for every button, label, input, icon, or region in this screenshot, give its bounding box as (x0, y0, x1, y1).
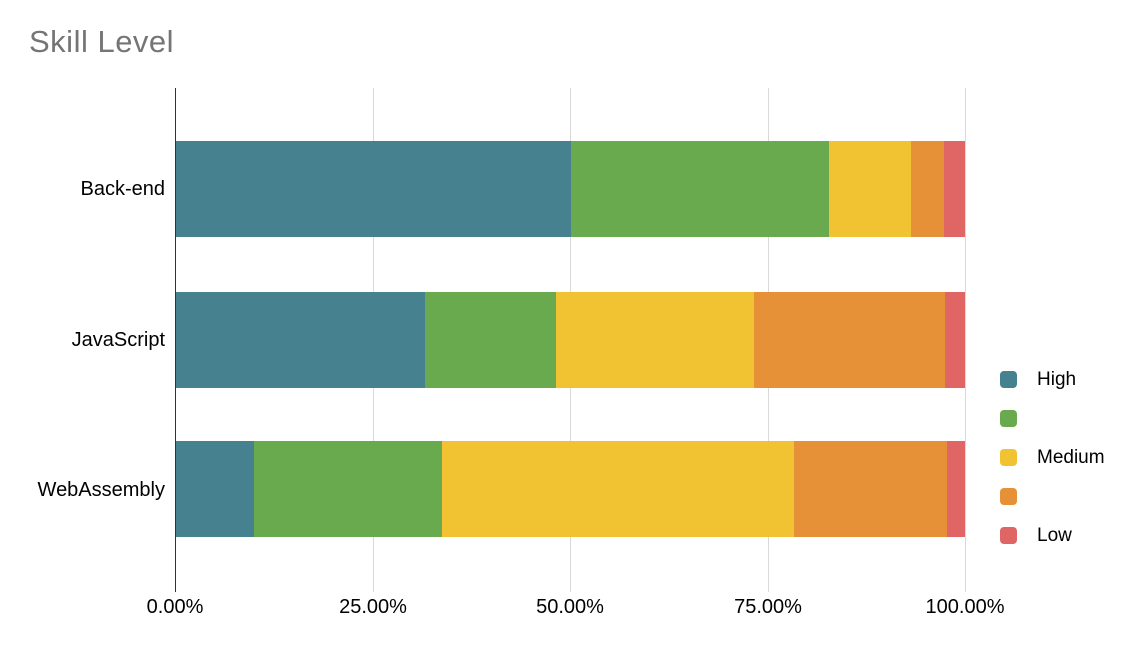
legend-swatch-icon (1000, 488, 1017, 505)
bar-segment[interactable] (911, 141, 945, 237)
legend-item: High (1000, 369, 1105, 390)
legend-swatch-icon (1000, 527, 1017, 544)
value-axis-baseline (175, 88, 176, 592)
bar-segment[interactable] (945, 292, 965, 388)
bar-segment[interactable] (828, 141, 912, 237)
legend-label: Medium (1037, 447, 1105, 468)
legend-label: Low (1037, 525, 1072, 546)
category-label: Back-end (80, 178, 166, 200)
bar-segment[interactable] (570, 141, 829, 237)
bar-segment[interactable] (556, 292, 755, 388)
bar-segment[interactable] (176, 141, 571, 237)
legend-swatch-icon (1000, 410, 1017, 427)
legend-item (1000, 488, 1105, 505)
bar-segment[interactable] (754, 292, 946, 388)
x-axis-tick-label: 75.00% (734, 596, 802, 618)
category-label: WebAssembly (37, 479, 165, 501)
legend-label: High (1037, 369, 1077, 390)
legend-item: Medium (1000, 447, 1105, 468)
gridline (965, 88, 966, 592)
bar-row-javascript (176, 292, 965, 388)
legend-swatch-icon (1000, 449, 1017, 466)
legend-swatch-icon (1000, 371, 1017, 388)
bar-segment[interactable] (944, 141, 965, 237)
bar-segment[interactable] (254, 441, 442, 537)
bar-row-webassembly (176, 441, 965, 537)
bar-segment[interactable] (441, 441, 794, 537)
bar-segment[interactable] (946, 441, 965, 537)
legend-item: Low (1000, 525, 1105, 546)
bar-segment[interactable] (176, 441, 255, 537)
x-axis-labels: 0.00% 25.00% 50.00% 75.00% 100.00% (147, 596, 1005, 622)
legend: High Medium Low (1000, 369, 1105, 566)
legend-item (1000, 410, 1105, 427)
x-axis-tick-label: 0.00% (146, 596, 204, 618)
x-axis-tick-label: 25.00% (339, 596, 407, 618)
chart-title: Skill Level (29, 24, 175, 59)
bar-row-back-end (176, 141, 965, 237)
plot-area (175, 88, 966, 592)
bar-segment[interactable] (793, 441, 947, 537)
bar-segment[interactable] (425, 292, 557, 388)
category-label: JavaScript (71, 329, 165, 351)
bar-segment[interactable] (176, 292, 426, 388)
x-axis-tick-label: 100.00% (925, 596, 1005, 618)
x-axis-tick-label: 50.00% (536, 596, 604, 618)
